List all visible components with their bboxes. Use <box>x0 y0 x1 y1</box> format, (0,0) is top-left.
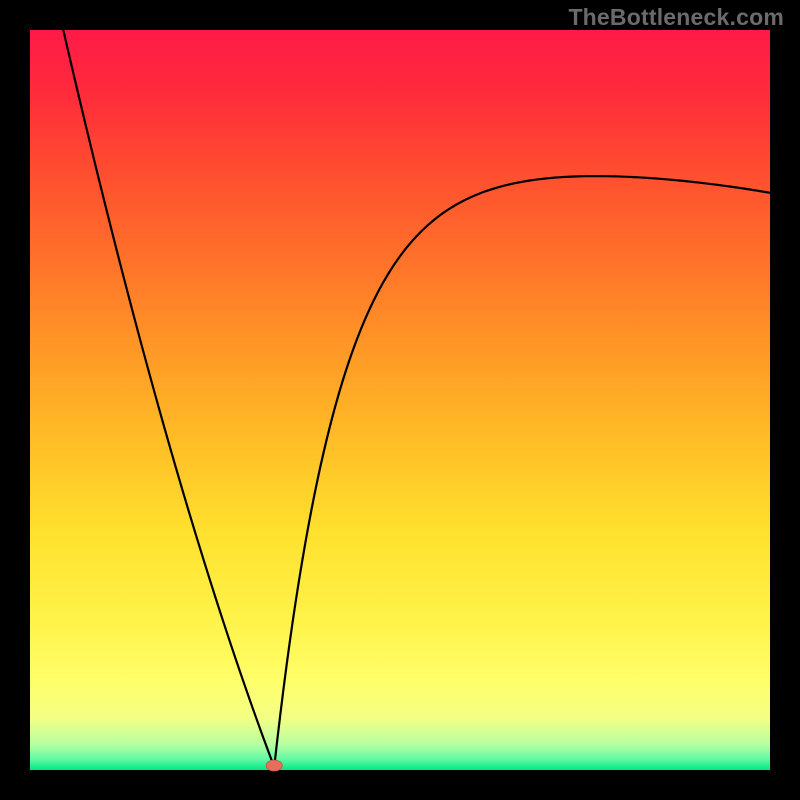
bottleneck-chart <box>0 0 800 800</box>
optimal-point-marker <box>266 760 282 771</box>
watermark-text: TheBottleneck.com <box>568 4 784 31</box>
chart-frame: TheBottleneck.com <box>0 0 800 800</box>
gradient-background <box>30 30 770 770</box>
